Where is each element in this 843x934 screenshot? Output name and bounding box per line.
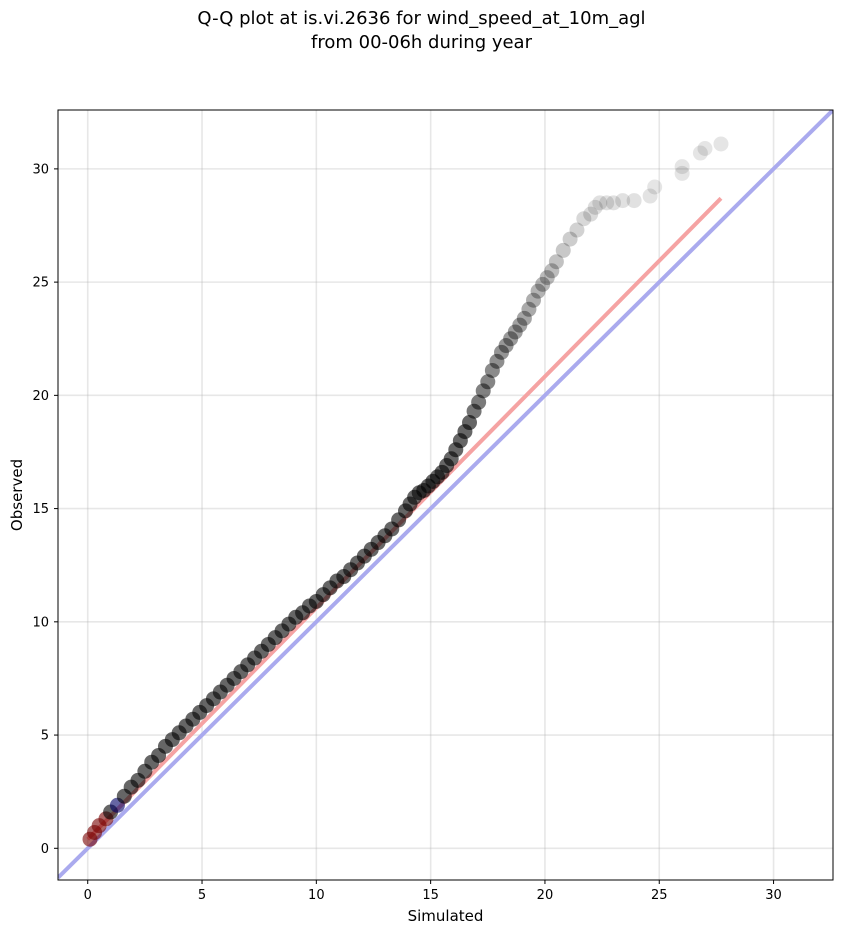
y-axis-label: Observed (8, 459, 26, 531)
data-point (674, 165, 690, 181)
data-point (548, 254, 564, 270)
data-point (516, 310, 532, 326)
y-tick-label: 20 (32, 389, 49, 404)
data-point (642, 188, 658, 204)
y-tick-label: 25 (32, 276, 49, 291)
data-point (562, 231, 578, 247)
data-point (521, 301, 537, 317)
data-point (713, 136, 729, 152)
x-tick-label: 10 (308, 888, 325, 903)
data-point (606, 195, 622, 211)
y-tick-label: 5 (41, 729, 49, 744)
data-point (674, 159, 690, 175)
data-point (647, 179, 663, 195)
data-point (494, 344, 510, 360)
data-point (569, 222, 585, 238)
data-point (587, 199, 603, 215)
data-point (599, 195, 615, 211)
data-point (697, 141, 713, 156)
x-tick-label: 15 (422, 888, 439, 903)
data-point (544, 263, 560, 279)
x-tick-label: 30 (765, 888, 782, 903)
qq-plot-layer: 0 5 10 15 20 25 30 0 5 10 15 20 25 30 Simulated Observe… (8, 109, 834, 925)
identity-line (58, 110, 833, 880)
data-point (526, 292, 542, 308)
x-tick-label: 25 (651, 888, 668, 903)
plot-frame (57, 109, 834, 881)
data-point (626, 193, 642, 209)
data-point (592, 195, 608, 211)
x-tick-label: 20 (537, 888, 554, 903)
chart-title-line-2: from 00-06h during year (311, 32, 532, 53)
x-tick-label: 0 (84, 888, 92, 903)
y-tick-label: 15 (32, 502, 49, 517)
data-point (507, 324, 523, 340)
data-point (480, 374, 496, 390)
data-point (498, 338, 514, 354)
data-point (555, 242, 571, 258)
data-point (576, 211, 592, 227)
data-point (583, 206, 599, 222)
data-point (530, 283, 546, 299)
data-point (475, 383, 491, 399)
data-point (462, 415, 477, 431)
data-point (692, 145, 708, 161)
data-point (535, 276, 551, 292)
plot-content (58, 110, 833, 880)
y-tick-label: 0 (41, 842, 49, 857)
chart-title-line-1: Q-Q plot at is.vi.2636 for wind_speed_at… (197, 8, 646, 29)
data-point (503, 331, 519, 347)
data-point (471, 394, 487, 410)
data-point (489, 353, 505, 369)
x-axis-label: Simulated (408, 907, 484, 925)
data-point (484, 362, 500, 378)
y-tick-label: 10 (32, 615, 49, 630)
x-tick-label: 5 (198, 888, 206, 903)
data-point (512, 317, 528, 333)
data-point (539, 270, 555, 286)
data-point (615, 193, 631, 209)
y-tick-label: 30 (32, 162, 49, 177)
